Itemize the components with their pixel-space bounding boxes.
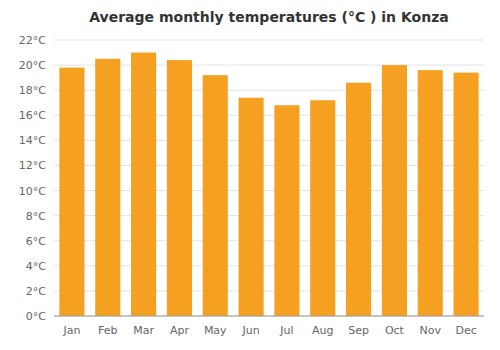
y-tick-label: 2°C [26,285,46,298]
bar [454,73,479,316]
y-axis: 0°C 2°C 4°C 6°C 8°C 10°C 12°C 14°C 16°C 18°C 20°C 2… [19,34,46,323]
x-tick-label: Feb [98,324,117,337]
x-tick-label: Jul [279,324,293,337]
bar [131,53,156,316]
bar [310,100,335,316]
x-tick-label: May [204,324,227,337]
x-axis: Jan Feb Mar Apr May Jun Jul Aug Sep Oct Nov Dec [62,324,476,337]
x-tick-label: Jun [241,324,259,337]
x-tick-label: Apr [170,324,190,337]
title: Average monthly temperatures (°C ) in Ko… [89,9,448,25]
y-tick-label: 18°C [19,84,46,97]
y-tick-label: 12°C [19,159,46,172]
bar [382,65,407,316]
x-tick-label: Nov [420,324,442,337]
grid-line [54,40,484,41]
bar [203,75,228,316]
y-tick-label: 20°C [19,59,46,72]
bars [59,53,478,316]
x-axis-line [54,316,484,317]
y-tick-label: 14°C [19,134,46,147]
x-tick-label: Sep [348,324,369,337]
grid-line [54,316,484,317]
bar [167,60,192,316]
x-tick-label: Dec [455,324,476,337]
bar [95,59,120,316]
bar [239,98,264,316]
bar [418,70,443,316]
y-tick-label: 10°C [19,185,46,198]
chart: Average monthly temperatures (°C ) in Ko… [0,0,500,350]
x-tick-label: Mar [133,324,154,337]
y-tick-label: 6°C [26,235,46,248]
x-tick-label: Jan [62,324,80,337]
y-tick-label: 4°C [26,260,46,273]
y-tick-label: 0°C [26,310,46,323]
y-tick-label: 22°C [19,34,46,47]
bar [59,68,84,316]
bar [274,105,299,316]
x-tick-label: Oct [385,324,405,337]
y-tick-label: 16°C [19,109,46,122]
y-tick-label: 8°C [26,210,46,223]
bar [346,83,371,316]
x-tick-label: Aug [312,324,333,337]
grid [54,40,484,316]
